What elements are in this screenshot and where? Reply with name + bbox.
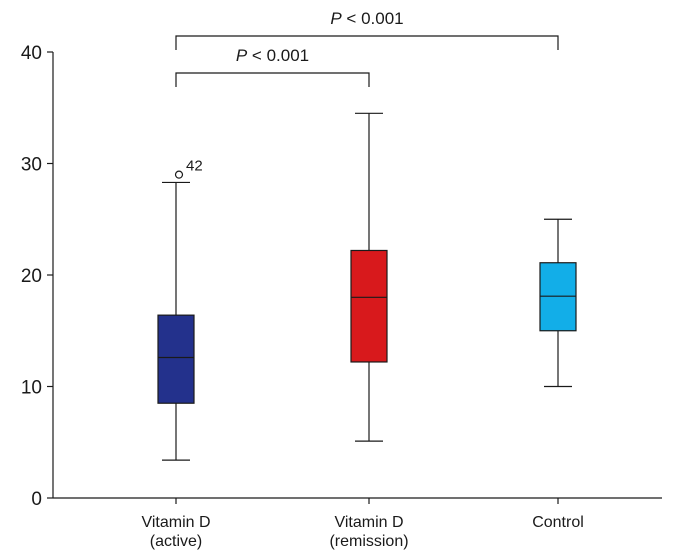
outlier-point <box>174 170 184 179</box>
y-tick-label: 20 <box>21 266 42 287</box>
x-tick-label: Vitamin D <box>141 514 210 531</box>
box-3 <box>539 218 577 388</box>
y-tick-label: 30 <box>21 155 42 176</box>
bracket-line <box>175 35 559 50</box>
p-value-label: P < 0.001 <box>236 46 309 65</box>
y-tick-label: 0 <box>31 489 42 510</box>
x-tick-label: Vitamin D <box>334 514 403 531</box>
p-value-label: P < 0.001 <box>330 9 403 28</box>
significance-bracket: P < 0.001 <box>175 9 559 50</box>
box-series: 42 <box>157 112 577 461</box>
outlier-label: 42 <box>186 158 203 175</box>
x-tick-label: Control <box>532 514 584 531</box>
box-body <box>350 249 388 363</box>
y-tick-label: 10 <box>21 378 42 399</box>
significance-bracket: P < 0.001 <box>175 46 370 87</box>
axes: 0 10 20 30 40 Vitamin D (active) Vitamin D (remi… <box>21 43 662 550</box>
bracket-line <box>175 72 370 87</box>
box-2 <box>350 112 388 442</box>
box-body <box>157 314 195 404</box>
box-1: 42 <box>157 158 203 461</box>
significance-brackets: P < 0.001 P < 0.001 <box>175 9 559 87</box>
x-tick-label-line2: (remission) <box>329 533 408 550</box>
x-tick-label-line2: (active) <box>150 533 202 550</box>
y-tick-label: 40 <box>21 43 42 64</box>
